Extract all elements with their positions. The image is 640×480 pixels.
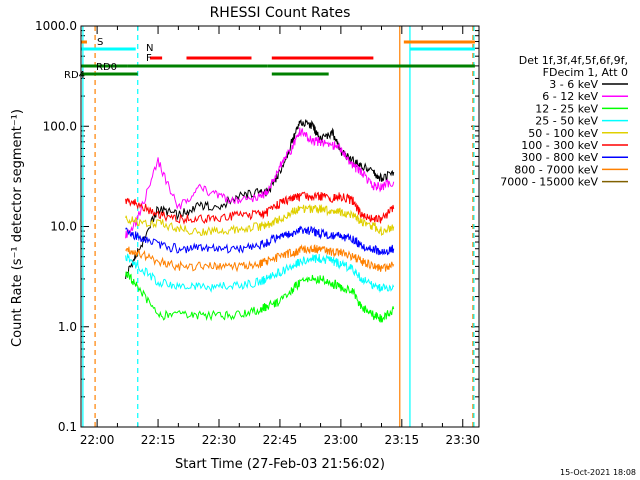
annotation-label: N xyxy=(146,43,153,54)
x-tick-label: 23:15 xyxy=(385,433,420,447)
legend-entry-label: 25 - 50 keV xyxy=(535,115,598,128)
x-tick-label: 22:45 xyxy=(263,433,298,447)
legend-header-line-2: FDecim 1, Att 0 xyxy=(543,66,628,79)
legend: Det 1f,3f,4f,5f,6f,9f, FDecim 1, Att 0 3… xyxy=(500,54,628,189)
annotation-label: F xyxy=(146,53,152,64)
legend-entry-label: 800 - 7000 keV xyxy=(514,163,598,176)
legend-entry-label: 50 - 100 keV xyxy=(528,127,598,140)
x-tick-label: 23:30 xyxy=(445,433,480,447)
x-tick-label: 22:30 xyxy=(202,433,237,447)
chart-title: RHESSI Count Rates xyxy=(210,5,351,21)
y-tick-label: 10.0 xyxy=(50,220,77,234)
legend-entry-label: 12 - 25 keV xyxy=(535,102,598,115)
series-line xyxy=(125,191,395,225)
x-tick-label: 22:00 xyxy=(80,433,115,447)
legend-entry-label: 100 - 300 keV xyxy=(521,139,598,152)
legend-header-line-1: Det 1f,3f,4f,5f,6f,9f, xyxy=(519,54,628,67)
x-axis-label: Start Time (27-Feb-03 21:56:02) xyxy=(175,457,385,472)
annotation-label: S xyxy=(97,37,103,48)
plot-frame xyxy=(80,25,480,428)
series-line xyxy=(125,253,395,293)
annotation-label: RD4 xyxy=(64,70,85,81)
generation-timestamp: 15-Oct-2021 18:08 xyxy=(560,468,636,477)
legend-entry-label: 6 - 12 keV xyxy=(542,90,598,103)
plot-area: 0.1 1.0 10.0 100.0 1000.0 22:00 22:15 22:30 22:4… xyxy=(35,19,480,447)
series-line xyxy=(125,127,395,239)
y-tick-label: 1000.0 xyxy=(35,19,77,33)
series-line xyxy=(125,203,395,237)
legend-entry-label: 7000 - 15000 keV xyxy=(500,176,598,189)
y-tick-label: 1.0 xyxy=(58,320,77,334)
y-tick-label: 0.1 xyxy=(58,420,77,434)
legend-entry-label: 3 - 6 keV xyxy=(549,78,598,91)
x-tick-label: 22:15 xyxy=(141,433,176,447)
legend-entry-label: 300 - 800 keV xyxy=(521,151,598,164)
series-line xyxy=(125,271,395,323)
series-line xyxy=(125,118,395,280)
y-tick-label: 100.0 xyxy=(43,119,77,133)
y-axis-label: Count Rate (s⁻¹ detector segment⁻¹) xyxy=(10,109,25,347)
series-line xyxy=(125,225,395,256)
x-tick-label: 23:00 xyxy=(324,433,359,447)
annotation-label: RD0 xyxy=(96,62,117,73)
series-line xyxy=(125,243,395,273)
